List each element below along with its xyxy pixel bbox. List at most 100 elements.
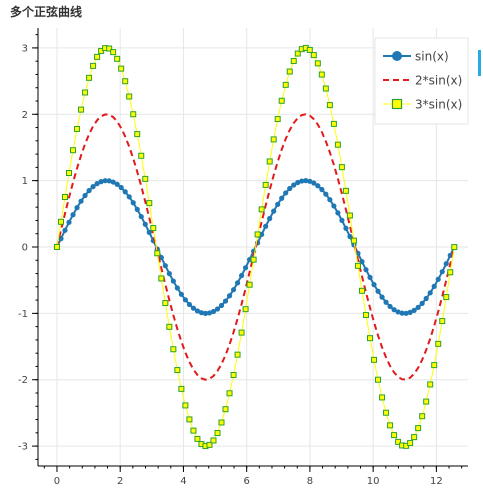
x-tick-label: 10 bbox=[367, 476, 380, 487]
data-point bbox=[202, 310, 209, 316]
data-point bbox=[403, 310, 409, 316]
data-point bbox=[238, 329, 245, 336]
data-point bbox=[343, 225, 349, 231]
data-point bbox=[242, 306, 249, 313]
data-point bbox=[61, 194, 68, 201]
data-point bbox=[278, 97, 285, 104]
data-point bbox=[86, 188, 92, 194]
data-point bbox=[166, 323, 173, 330]
data-point bbox=[342, 187, 349, 194]
data-point bbox=[379, 294, 385, 300]
data-point bbox=[242, 265, 249, 271]
data-point bbox=[427, 290, 433, 296]
y-tick-label: -3 bbox=[18, 442, 28, 453]
data-point bbox=[190, 305, 197, 311]
data-point bbox=[210, 308, 217, 315]
data-point bbox=[154, 250, 161, 257]
data-point bbox=[230, 287, 237, 293]
data-point bbox=[62, 227, 68, 233]
data-point bbox=[134, 131, 141, 138]
data-point bbox=[178, 291, 184, 297]
data-point bbox=[134, 206, 140, 212]
series-sin(x) bbox=[54, 178, 457, 316]
data-point bbox=[295, 179, 301, 186]
data-point bbox=[379, 394, 386, 401]
data-point bbox=[206, 441, 213, 448]
data-point bbox=[371, 282, 377, 288]
data-point bbox=[271, 208, 277, 214]
data-point bbox=[371, 356, 378, 363]
data-point bbox=[395, 438, 402, 445]
data-point bbox=[122, 189, 128, 195]
data-point bbox=[98, 179, 104, 185]
data-point bbox=[407, 440, 414, 447]
x-tick-label: 0 bbox=[54, 476, 60, 487]
data-point bbox=[90, 184, 96, 190]
data-point bbox=[315, 183, 321, 189]
y-tick-label: 3 bbox=[22, 43, 28, 54]
data-point bbox=[439, 318, 446, 325]
data-point bbox=[118, 65, 125, 72]
data-point bbox=[218, 419, 225, 426]
y-tick-label: 2 bbox=[22, 110, 28, 121]
data-point bbox=[130, 200, 136, 206]
toolbar-accent bbox=[478, 50, 481, 76]
data-point bbox=[339, 217, 345, 223]
data-point bbox=[114, 55, 121, 62]
data-point bbox=[443, 261, 449, 267]
data-point bbox=[66, 170, 73, 177]
data-point bbox=[427, 381, 434, 388]
series-3*sin(x) bbox=[53, 44, 458, 450]
data-point bbox=[346, 212, 353, 219]
legend-label: sin(x) bbox=[415, 50, 449, 64]
data-point bbox=[174, 285, 180, 291]
data-point bbox=[146, 200, 153, 207]
data-point bbox=[106, 45, 113, 52]
data-point bbox=[222, 298, 229, 304]
x-tick-label: 2 bbox=[117, 476, 123, 487]
data-point bbox=[118, 184, 124, 191]
data-point bbox=[230, 371, 237, 378]
data-point bbox=[282, 81, 289, 88]
data-point bbox=[218, 302, 225, 309]
data-point bbox=[415, 425, 422, 432]
data-point bbox=[431, 362, 438, 369]
data-point bbox=[222, 406, 229, 413]
legend-box bbox=[374, 37, 469, 125]
data-point bbox=[303, 178, 309, 184]
data-point bbox=[451, 244, 458, 251]
data-point bbox=[287, 185, 293, 192]
data-point bbox=[419, 300, 425, 307]
series bbox=[53, 44, 458, 450]
data-point bbox=[375, 288, 381, 294]
data-point bbox=[234, 351, 241, 358]
chart-title: 多个正弦曲线 bbox=[10, 5, 83, 19]
data-point bbox=[53, 244, 60, 250]
data-point bbox=[407, 309, 413, 315]
data-point bbox=[258, 206, 265, 213]
data-point bbox=[74, 125, 81, 132]
data-point bbox=[138, 213, 144, 220]
x-tick-label: 12 bbox=[430, 476, 443, 487]
data-point bbox=[367, 274, 373, 280]
data-point bbox=[279, 195, 285, 201]
data-point bbox=[306, 46, 313, 53]
data-point bbox=[294, 50, 301, 57]
data-point bbox=[194, 435, 201, 442]
data-point bbox=[246, 281, 253, 288]
data-point bbox=[57, 218, 64, 225]
data-point bbox=[194, 308, 201, 314]
data-point bbox=[186, 416, 193, 423]
data-point bbox=[367, 335, 374, 342]
data-point bbox=[354, 262, 361, 269]
legend-swatch-marker bbox=[391, 98, 403, 110]
data-point bbox=[182, 402, 189, 409]
legend-item: 3*sin(x) bbox=[383, 98, 462, 112]
data-point bbox=[350, 237, 357, 244]
data-point bbox=[447, 269, 454, 276]
data-point bbox=[322, 85, 329, 92]
data-point bbox=[270, 136, 277, 143]
data-point bbox=[335, 210, 341, 216]
data-point bbox=[330, 120, 337, 127]
